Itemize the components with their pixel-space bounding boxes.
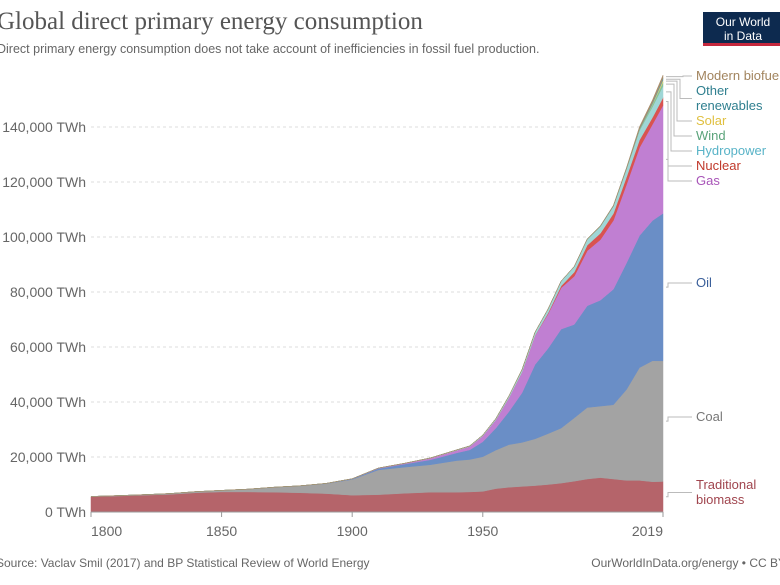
legend-label-oil[interactable]: Oil [696,275,712,290]
area-modern-biofuels [90,74,664,497]
y-tick-label: 60,000 TWh [10,339,86,355]
owid-logo[interactable]: Our World in Data [703,12,780,46]
legend-label-hydropower[interactable]: Hydropower [696,143,767,158]
x-tick-label: 1800 [91,523,122,539]
y-tick-label: 140,000 TWh [2,119,86,135]
legend-label-wind[interactable]: Wind [696,128,726,143]
y-tick-label: 0 TWh [45,504,86,520]
source-note: Source: Vaclav Smil (2017) and BP Statis… [0,556,370,570]
x-tick-label: 1850 [206,523,237,539]
y-tick-label: 40,000 TWh [10,394,86,410]
credit-link[interactable]: OurWorldInData.org/energy • CC BY [591,556,780,570]
legend-connector [666,101,692,167]
legend-connector [666,492,692,498]
y-tick-label: 100,000 TWh [2,229,86,245]
legend-connector [666,80,692,122]
legend-connector [666,282,692,288]
x-tick-label: 2019 [632,523,663,539]
legend-label-coal[interactable]: Coal [696,409,723,424]
legend-connector [666,158,692,182]
legend-connector [666,83,692,137]
legend-connector [666,416,692,422]
x-tick-label: 1900 [337,523,368,539]
x-tick-label: 1950 [467,523,498,539]
legend-label-gas[interactable]: Gas [696,173,720,188]
legend-label-nuclear[interactable]: Nuclear [696,158,741,173]
legend-connector [666,91,692,152]
y-tick-label: 120,000 TWh [2,174,86,190]
logo-line-1: Our World [715,15,771,29]
legend-connector [666,78,692,99]
y-tick-label: 20,000 TWh [10,449,86,465]
y-tick-label: 80,000 TWh [10,284,86,300]
legend-label-solar[interactable]: Solar [696,113,727,128]
legend-label-other-renewables[interactable]: Other renewables [696,83,763,113]
legend-connector [666,75,692,78]
legend-label-modern-biofuels[interactable]: Modern biofuels [696,68,780,83]
legend-label-traditional-biomass[interactable]: Traditional biomass [696,477,756,507]
logo-line-2: in Data [723,29,763,43]
chart-subtitle: Direct primary energy consumption does n… [0,42,540,56]
chart-title: Global direct primary energy consumption [0,8,423,35]
